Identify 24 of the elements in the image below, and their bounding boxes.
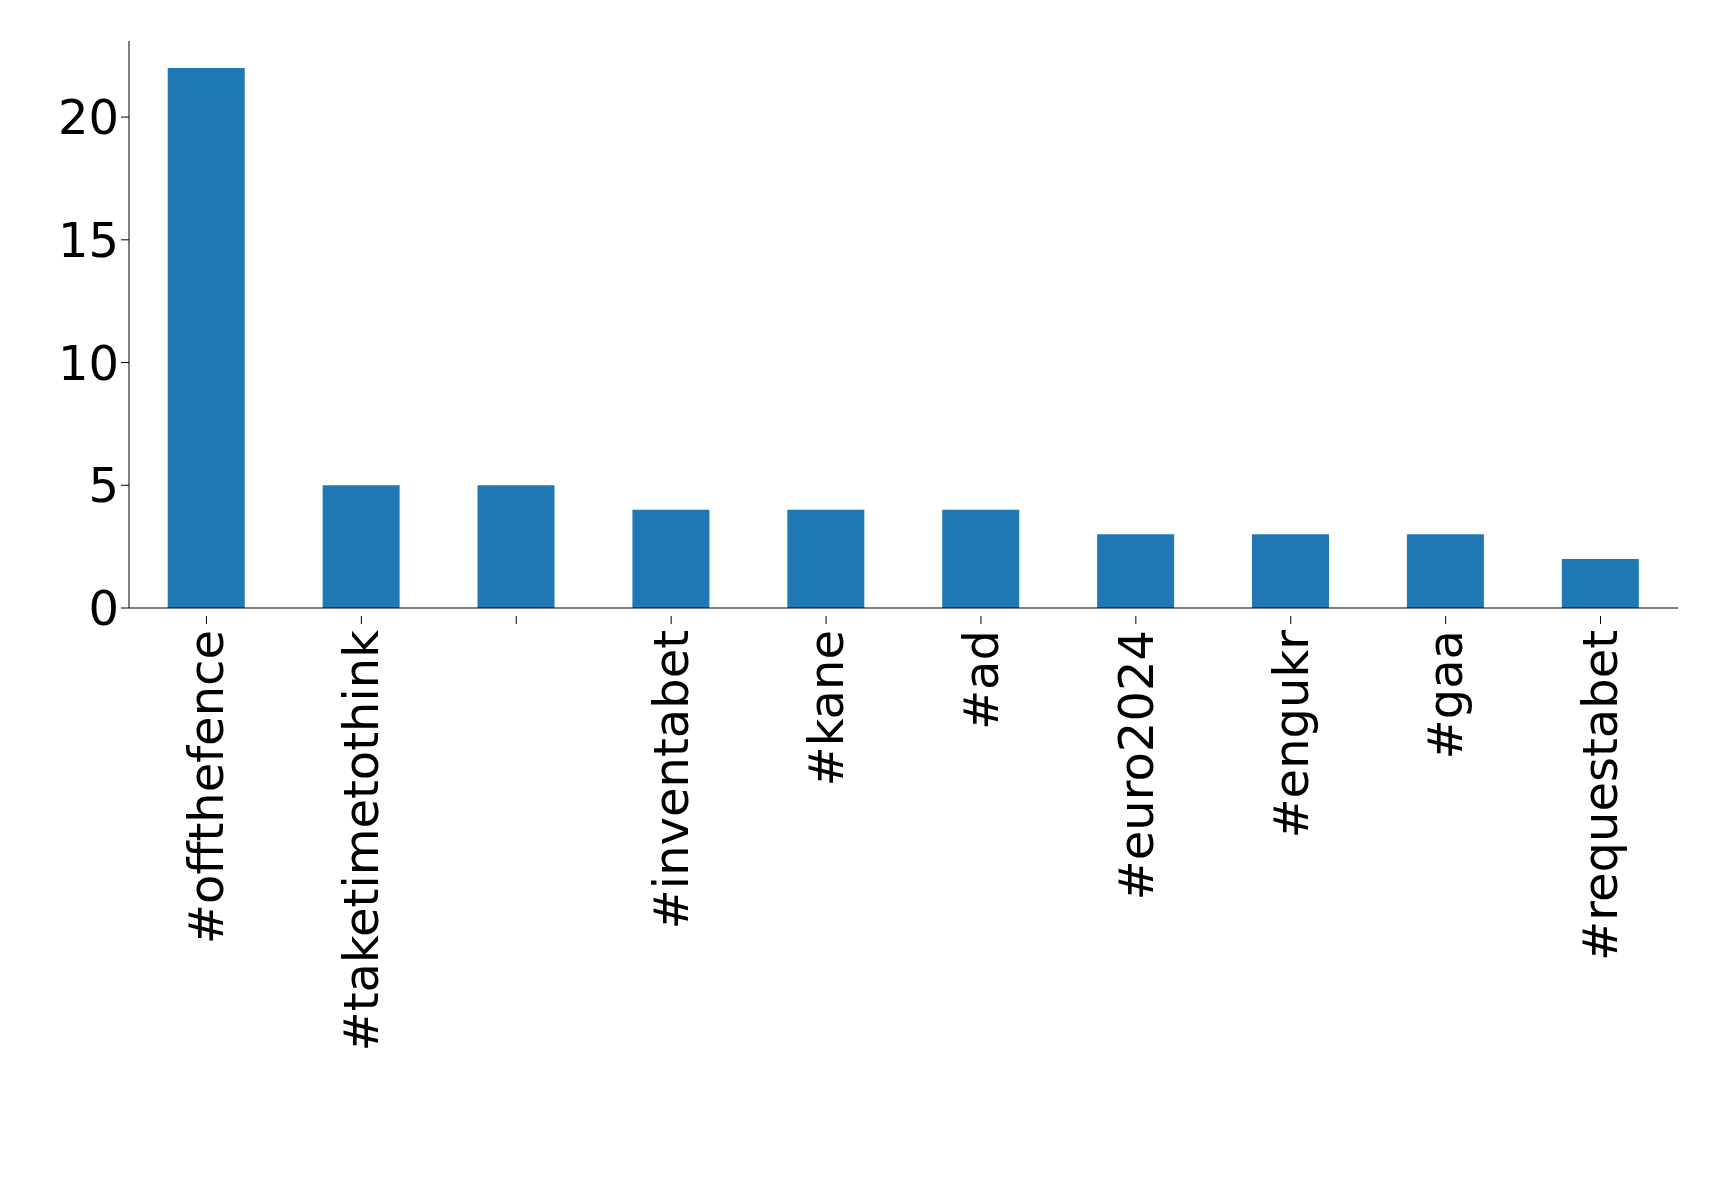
y-tick-label: 10 xyxy=(57,334,119,391)
x-tick-label: #taketimetothink xyxy=(333,629,390,1052)
x-tick-label: #kane xyxy=(797,630,854,787)
bar xyxy=(1406,534,1484,608)
bar xyxy=(632,509,710,608)
bar xyxy=(167,68,245,608)
bar xyxy=(1561,558,1639,608)
bar xyxy=(477,485,555,608)
x-tick-label: #engukr xyxy=(1262,629,1319,839)
x-tick-label: #gaa xyxy=(1417,630,1474,760)
bar xyxy=(1097,534,1175,608)
x-tick-label: #requestabet xyxy=(1572,630,1629,961)
x-tick-label: #inventabet xyxy=(642,630,699,930)
bar xyxy=(942,509,1020,608)
y-tick-label: 20 xyxy=(57,89,119,146)
y-tick-label: 15 xyxy=(57,211,119,268)
bar xyxy=(787,509,865,608)
y-tick-label: 5 xyxy=(88,457,119,514)
y-tick-label: 0 xyxy=(88,580,119,637)
x-tick-label: #offthefence xyxy=(178,630,235,945)
bar xyxy=(322,485,400,608)
x-tick-label: #euro2024 xyxy=(1107,630,1164,901)
x-tick-label: #ad xyxy=(952,630,1009,731)
bar xyxy=(1252,534,1330,608)
